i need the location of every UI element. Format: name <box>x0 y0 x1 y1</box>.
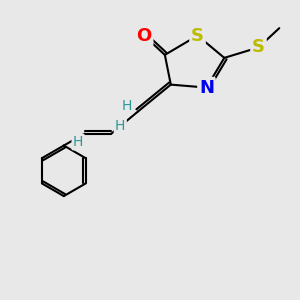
Text: N: N <box>199 79 214 97</box>
Text: H: H <box>115 119 125 133</box>
Text: H: H <box>73 135 83 149</box>
Text: O: O <box>136 27 152 45</box>
Text: S: S <box>252 38 265 56</box>
Text: H: H <box>122 99 132 113</box>
Text: S: S <box>191 27 204 45</box>
